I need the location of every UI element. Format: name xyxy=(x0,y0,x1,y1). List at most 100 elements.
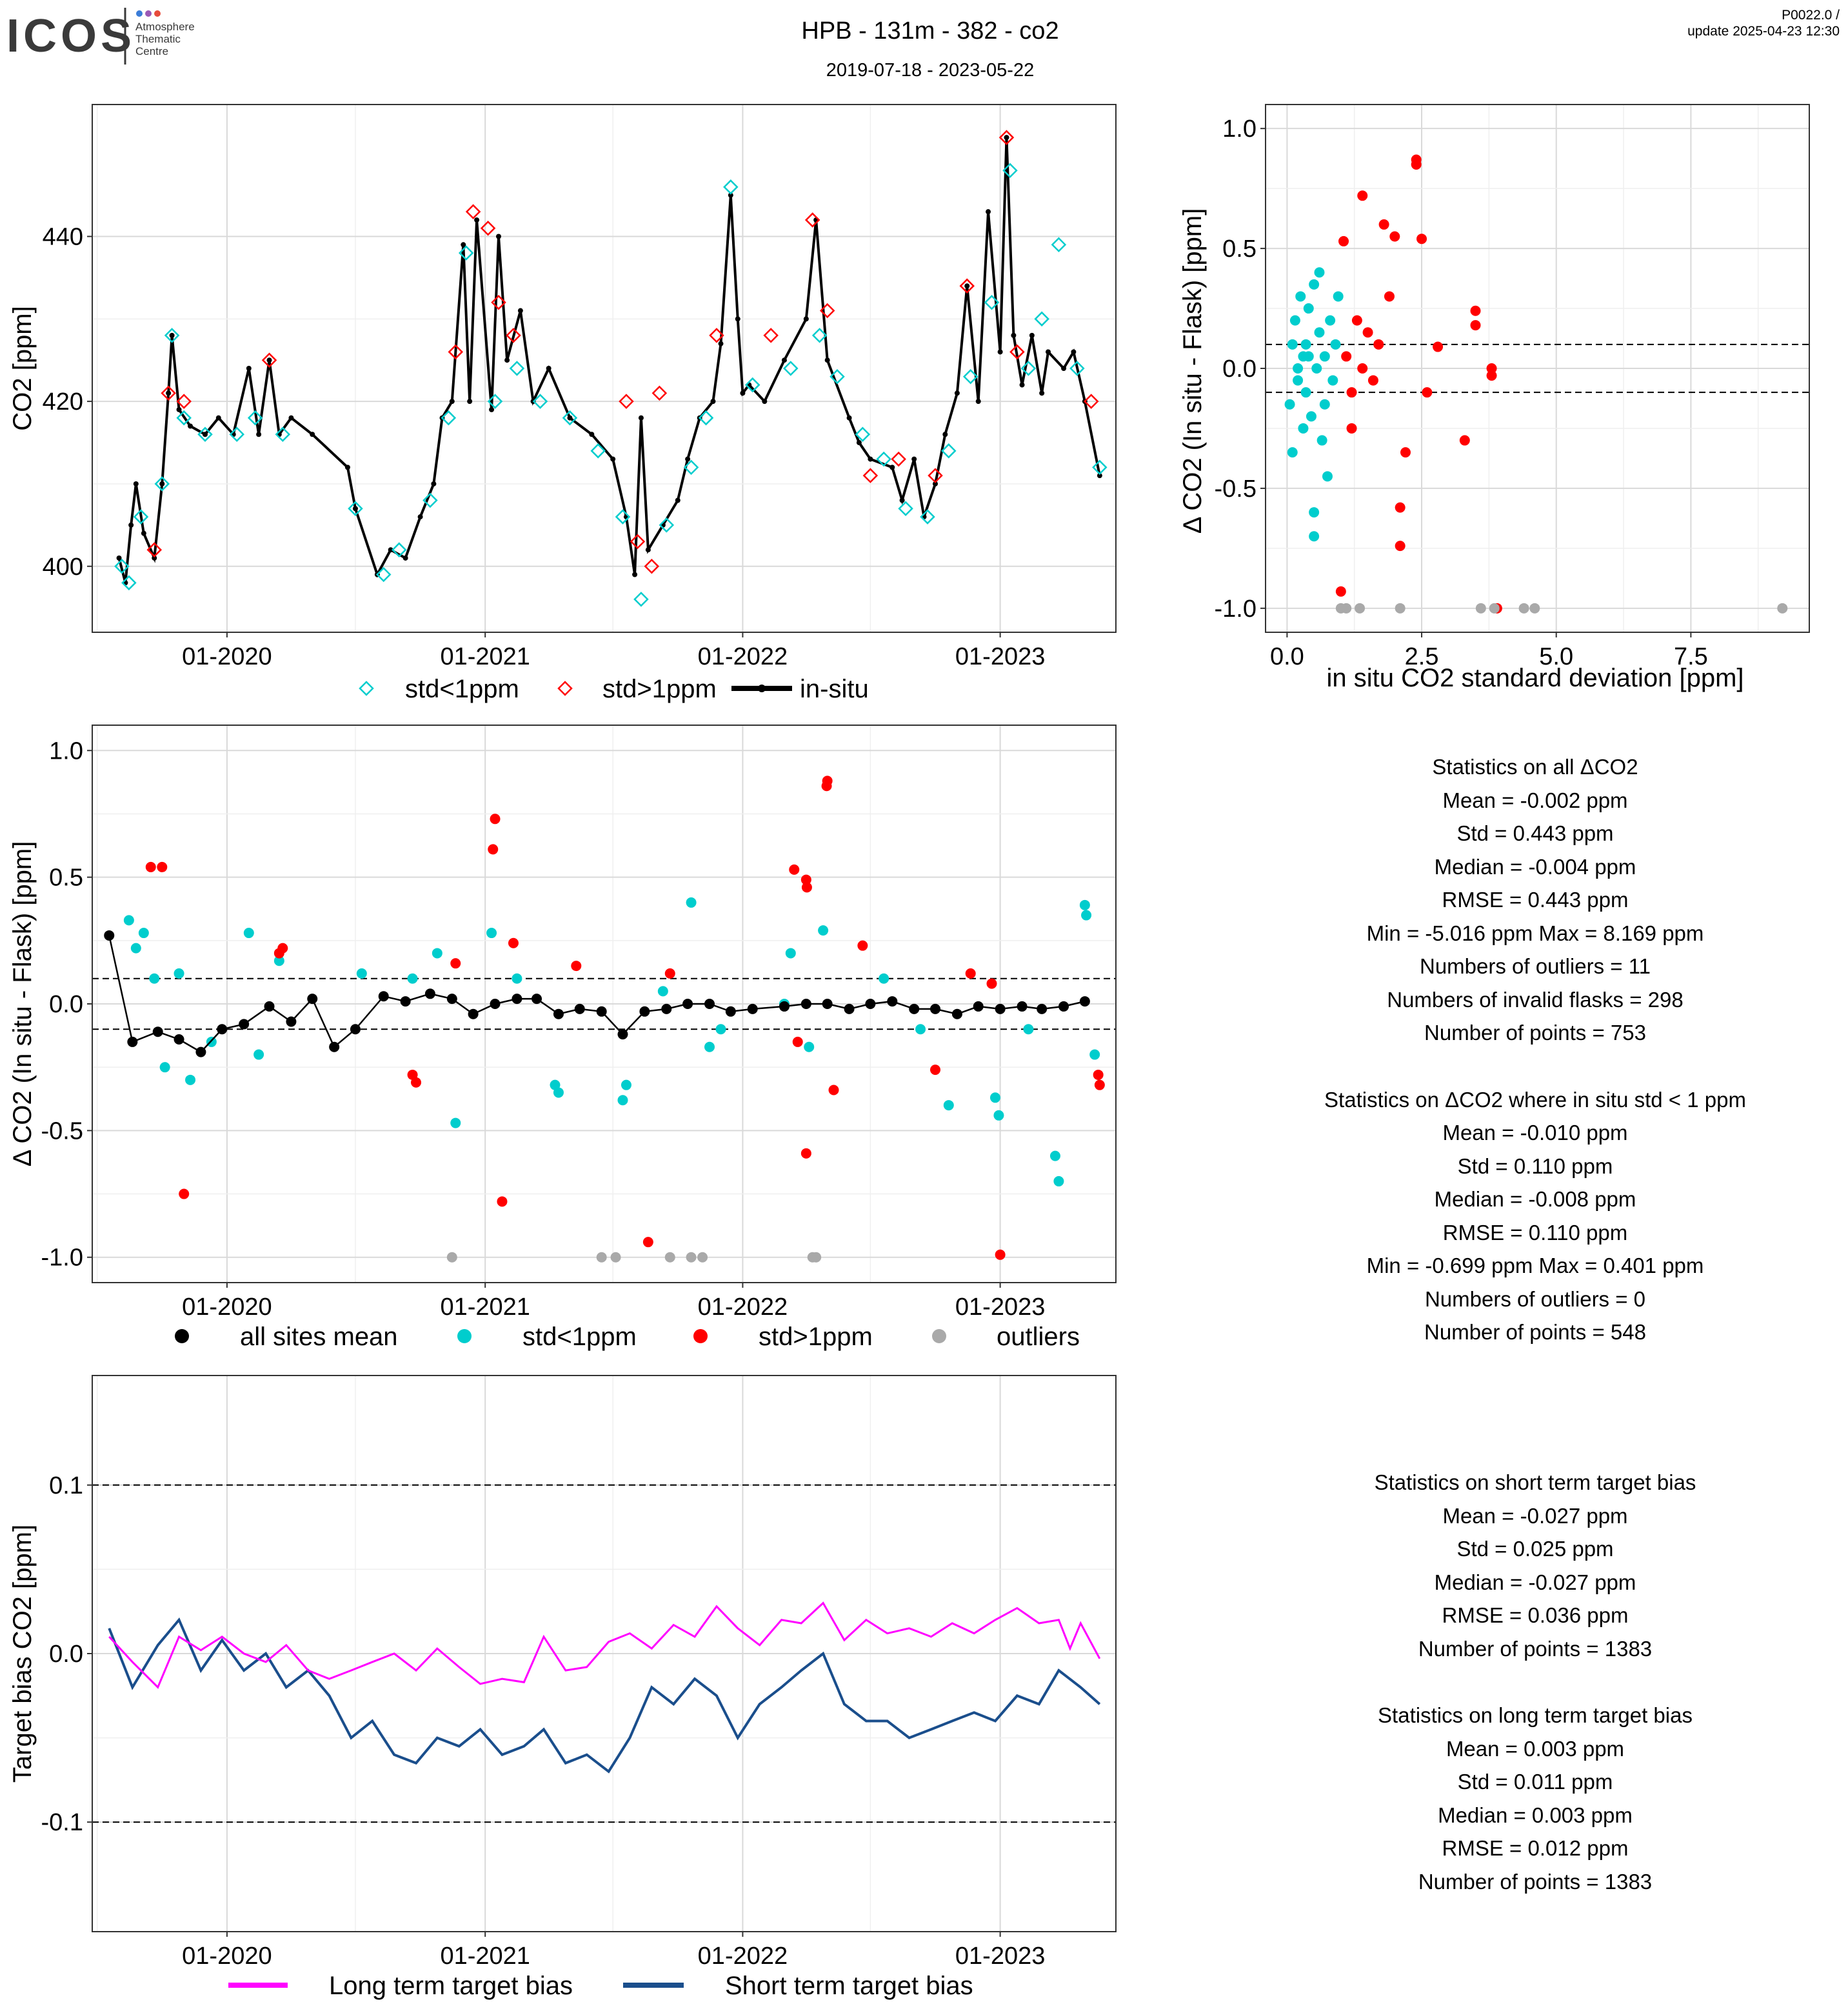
delta-std-lt1-point xyxy=(1089,1049,1100,1060)
sites-mean-point xyxy=(887,996,898,1007)
logo-subtext-3: Centre xyxy=(135,45,168,57)
flask-std-gt1-marker xyxy=(709,328,724,343)
co2-xtick-label: 01-2022 xyxy=(698,643,788,670)
flask-std-gt1-marker xyxy=(619,394,634,409)
stats-short-median: Median = -0.027 ppm xyxy=(1435,1570,1636,1594)
stats-all-mean: Mean = -0.002 ppm xyxy=(1442,788,1627,812)
insitu-point xyxy=(176,406,182,412)
sites-mean-point xyxy=(574,1003,585,1014)
insitu-point xyxy=(169,332,175,338)
legend-outliers-label: outliers xyxy=(997,1323,1080,1351)
legend-insitu-dot xyxy=(758,685,766,692)
legend-std-lt1-dot xyxy=(457,1329,472,1343)
bias-xtick-label: 01-2021 xyxy=(440,1943,530,1970)
delta-std-lt1-point xyxy=(617,1095,628,1106)
std-lt1-point xyxy=(1309,279,1320,290)
delta-std-lt1-point xyxy=(785,948,796,959)
sites-mean-point xyxy=(424,988,435,999)
delta-std-lt1-point xyxy=(621,1079,631,1090)
insitu-point xyxy=(964,283,970,289)
stats-short-mean: Mean = -0.027 ppm xyxy=(1442,1504,1627,1528)
insitu-point xyxy=(344,465,350,470)
stats-std1-heading: Statistics on ΔCO2 where in situ std < 1… xyxy=(1324,1088,1746,1112)
delta-std-lt1-point xyxy=(1049,1150,1060,1161)
sites-mean-point xyxy=(239,1019,250,1030)
delta-std-gt1-point xyxy=(1094,1079,1105,1090)
insitu-point xyxy=(1061,366,1067,371)
delta-std-lt1-point xyxy=(159,1062,170,1073)
flask-std-lt1-marker xyxy=(615,509,631,525)
insitu-point xyxy=(546,366,551,371)
target-bias-ylabel: Target bias CO2 [ppm] xyxy=(8,1525,37,1783)
delta-outlier-point xyxy=(811,1252,822,1263)
flask-std-gt1-marker xyxy=(999,130,1015,145)
sites-mean-point xyxy=(747,1003,758,1014)
std-lt1-point xyxy=(1289,315,1300,326)
flask-std-gt1-marker xyxy=(491,294,506,310)
insitu-point xyxy=(803,316,809,322)
insitu-point xyxy=(899,497,905,503)
std-lt1-point xyxy=(1319,351,1330,362)
insitu-point xyxy=(933,481,939,486)
insitu-point xyxy=(159,481,165,486)
delta-xtick-label: 01-2023 xyxy=(955,1294,1045,1321)
flask-std-lt1-marker xyxy=(562,410,578,426)
insitu-point xyxy=(266,357,272,363)
delta-std-lt1-point xyxy=(804,1041,815,1052)
insitu-point xyxy=(638,415,644,421)
flask-std-lt1-marker xyxy=(590,443,606,459)
delta-std-gt1-point xyxy=(1093,1069,1104,1080)
insitu-point xyxy=(1029,332,1035,338)
stats-all-rmse: RMSE = 0.443 ppm xyxy=(1442,888,1629,912)
flask-std-lt1-marker xyxy=(458,245,474,261)
flask-std-lt1-marker xyxy=(532,394,548,409)
flask-std-lt1-marker xyxy=(114,558,130,574)
insitu-point xyxy=(632,572,638,577)
bias-ytick-label: -0.1 xyxy=(41,1809,83,1836)
std-gt1-point xyxy=(1357,190,1368,201)
sites-mean-point xyxy=(329,1041,340,1052)
co2-timeseries-grid xyxy=(92,105,1116,632)
stats-long-std: Std = 0.011 ppm xyxy=(1458,1770,1613,1794)
std-lt1-point xyxy=(1300,387,1311,398)
flask-std-lt1-marker xyxy=(683,459,699,475)
sites-mean-point xyxy=(378,991,389,1002)
delta-vs-std-axes: 0.0 2.5 5.0 7.5 1.0 0.5 0.0 -0.5 -1.0 xyxy=(1215,115,1708,670)
delta-ytick-label: 0.5 xyxy=(49,865,83,892)
insitu-point xyxy=(402,555,408,561)
delta-std-gt1-point xyxy=(930,1065,941,1076)
co2-timeseries-panel: 01-2020 01-2021 01-2022 01-2023 400 420 440 CO… xyxy=(8,104,1117,703)
delta-std-gt1-point xyxy=(664,968,675,979)
insitu-point xyxy=(417,514,423,520)
insitu-point xyxy=(954,390,960,396)
insitu-point xyxy=(975,399,981,405)
sites-mean-point xyxy=(617,1029,628,1040)
stats-all-npoints: Number of points = 753 xyxy=(1424,1021,1646,1045)
stats-long-rmse: RMSE = 0.012 ppm xyxy=(1442,1836,1629,1860)
flask-std-lt1-marker xyxy=(855,426,871,443)
delta-std-lt1-point xyxy=(407,973,418,984)
insitu-point xyxy=(352,506,358,512)
delta-std-gt1-point xyxy=(179,1188,190,1199)
flask-std-gt1-marker xyxy=(448,344,464,360)
insitu-point xyxy=(188,423,194,429)
insitu-point xyxy=(215,415,221,421)
co2-timeseries-frame xyxy=(92,104,1117,633)
std-gt1-point xyxy=(1411,159,1422,170)
insitu-point xyxy=(942,432,948,437)
flask-std-lt1-marker xyxy=(1069,361,1085,376)
flask-std-lt1-marker xyxy=(348,501,363,517)
logo-dot-red xyxy=(154,10,161,17)
flask-std-lt1-marker xyxy=(1002,163,1018,179)
flask-std-lt1-marker xyxy=(898,501,913,517)
insitu-point xyxy=(868,456,873,462)
delta-vs-std-grid xyxy=(1266,105,1809,632)
delta-std-lt1-point xyxy=(130,943,141,954)
flask-std-gt1-marker xyxy=(261,352,277,368)
insitu-point xyxy=(116,555,122,561)
flask-std-gt1-marker xyxy=(891,451,906,467)
sites-mean-point xyxy=(639,1006,650,1017)
delta-std-gt1-point xyxy=(450,958,461,969)
delta-std-gt1-point xyxy=(857,940,868,951)
outlier-point xyxy=(1475,603,1486,614)
